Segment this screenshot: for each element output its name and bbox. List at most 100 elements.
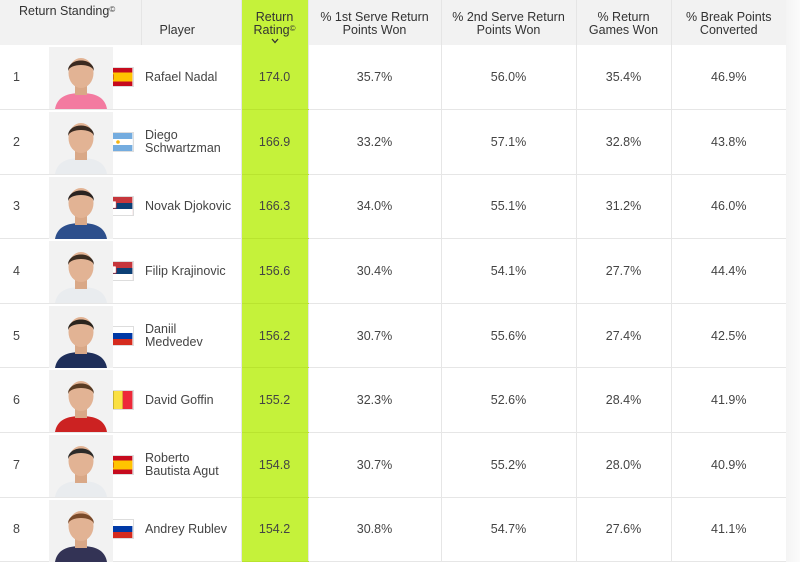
player-photo-cell[interactable]	[31, 432, 113, 498]
player-portrait-icon	[49, 241, 113, 304]
player-name-link[interactable]: Daniil Medvedev	[141, 303, 242, 369]
break-points-value: 41.9%	[711, 393, 747, 408]
player-portrait-icon	[49, 47, 113, 109]
player-photo-cell[interactable]	[31, 174, 113, 240]
games-won-value: 27.7%	[605, 264, 642, 279]
player-name-link[interactable]: Filip Krajinovic	[141, 238, 242, 304]
player-name-line2: Schwartzman	[145, 140, 221, 155]
return-rating-value: 155.2	[258, 393, 291, 408]
player-photo-cell[interactable]	[31, 45, 113, 111]
col-header-return-rating[interactable]: Return Rating©	[241, 0, 309, 45]
player-photo-cell[interactable]	[31, 497, 113, 562]
player-name-link[interactable]: Rafael Nadal	[141, 45, 242, 111]
first-serve-value: 32.3%	[356, 393, 393, 408]
break-points-cell: 46.9%	[671, 45, 786, 111]
second-serve-value: 56.0%	[490, 70, 527, 85]
player-name-link[interactable]: David Goffin	[141, 367, 242, 434]
second-serve-cell: 55.2%	[441, 432, 577, 498]
rank-cell: 2	[0, 109, 31, 175]
rank-value: 3	[13, 199, 20, 214]
second-serve-cell: 57.1%	[441, 109, 577, 175]
rank-cell: 6	[0, 367, 31, 434]
player-portrait-icon	[49, 176, 113, 239]
player-photo-avatar[interactable]	[49, 241, 113, 304]
player-photo-cell[interactable]	[31, 367, 113, 434]
player-photo-avatar[interactable]	[49, 499, 113, 562]
games-won-cell: 27.4%	[576, 303, 672, 369]
rank-value: 7	[13, 457, 20, 472]
rank-value: 8	[13, 522, 20, 537]
player-photo-avatar[interactable]	[49, 370, 113, 433]
player-name-link[interactable]: Andrey Rublev	[141, 497, 242, 562]
table-row[interactable]: 7 Roberto Bautista Agut 154.8 30.7% 55.2…	[0, 432, 786, 498]
table-row[interactable]: 3 Novak Djokovic 166.3 34.0% 55.1% 31.2%…	[0, 174, 786, 240]
games-won-value: 35.4%	[605, 70, 642, 85]
rating-header-line2: Rating	[253, 23, 290, 37]
player-name-link[interactable]: Novak Djokovic	[141, 174, 242, 240]
player-photo-avatar[interactable]	[49, 305, 113, 368]
table-row[interactable]: 6 David Goffin 155.2 32.3% 52.6% 28.4% 4…	[0, 367, 786, 434]
table-row[interactable]: 5 Daniil Medvedev 156.2 30.7% 55.6% 27.4…	[0, 303, 786, 369]
player-photo-avatar[interactable]	[49, 435, 113, 498]
return-rating-cell: 166.3	[241, 174, 309, 240]
second-serve-cell: 55.6%	[441, 303, 577, 369]
second-serve-cell: 52.6%	[441, 367, 577, 434]
first-serve-cell: 30.8%	[308, 497, 442, 562]
games-won-cell: 32.8%	[576, 109, 672, 175]
player-photo-avatar[interactable]	[49, 112, 113, 175]
games-won-value: 32.8%	[605, 134, 642, 149]
games-won-value: 27.4%	[605, 328, 642, 343]
player-photo-avatar[interactable]	[49, 47, 113, 109]
player-photo-cell[interactable]	[31, 303, 113, 369]
break-points-value: 46.9%	[711, 70, 747, 85]
games-won-cell: 27.7%	[576, 238, 672, 304]
col-header-player[interactable]: Player	[141, 0, 242, 45]
first-serve-cell: 35.7%	[308, 45, 442, 111]
player-name-line1: Andrey Rublev	[145, 521, 228, 536]
first-serve-cell: 32.3%	[308, 367, 442, 434]
games-header-line1: % Return	[597, 10, 650, 24]
player-name-link[interactable]: Diego Schwartzman	[141, 109, 242, 175]
player-portrait-icon	[49, 435, 113, 498]
rank-value: 1	[13, 70, 20, 85]
return-rating-value: 166.3	[258, 199, 291, 214]
player-name-line2: Medvedev	[145, 334, 203, 349]
player-name-link[interactable]: Roberto Bautista Agut	[141, 432, 242, 498]
break-points-value: 41.1%	[711, 522, 747, 537]
games-won-cell: 28.4%	[576, 367, 672, 434]
games-won-cell: 28.0%	[576, 432, 672, 498]
return-rating-cell: 166.9	[241, 109, 309, 175]
sort-chevron-down-icon[interactable]	[271, 38, 279, 44]
col-header-break-points[interactable]: % Break Points Converted	[671, 0, 786, 45]
break-points-value: 42.5%	[711, 328, 747, 343]
first-serve-value: 30.4%	[356, 264, 393, 279]
col-header-second-serve[interactable]: % 2nd Serve Return Points Won	[441, 0, 577, 45]
first-serve-cell: 30.7%	[308, 303, 442, 369]
first-serve-cell: 30.7%	[308, 432, 442, 498]
first-serve-cell: 30.4%	[308, 238, 442, 304]
player-portrait-icon	[49, 305, 113, 368]
second-serve-cell: 55.1%	[441, 174, 577, 240]
second-serve-cell: 56.0%	[441, 45, 577, 111]
table-row[interactable]: 8 Andrey Rublev 154.2 30.8% 54.7% 27.6% …	[0, 497, 786, 562]
table-body: 1 Rafael Nadal 174.0 35.7% 56.0% 35.4% 4…	[0, 45, 786, 562]
table-row[interactable]: 4 Filip Krajinovic 156.6 30.4% 54.1% 27.…	[0, 238, 786, 304]
games-won-value: 28.4%	[605, 393, 642, 408]
return-rating-value: 174.0	[258, 70, 291, 85]
player-portrait-icon	[49, 499, 113, 562]
col-header-rank[interactable]: Return Standing©	[0, 0, 142, 45]
player-name-line1: Roberto	[145, 450, 190, 465]
rating-header-line1: Return	[255, 10, 294, 24]
first-serve-cell: 34.0%	[308, 174, 442, 240]
table-row[interactable]: 2 Diego Schwartzman 166.9 33.2% 57.1% 32…	[0, 109, 786, 175]
rank-cell: 8	[0, 497, 31, 562]
player-photo-cell[interactable]	[31, 109, 113, 175]
col-header-games-won[interactable]: % Return Games Won	[576, 0, 672, 45]
player-photo-avatar[interactable]	[49, 176, 113, 239]
break-points-cell: 43.8%	[671, 109, 786, 175]
second-serve-header-line1: % 2nd Serve Return	[452, 10, 565, 24]
col-header-first-serve[interactable]: % 1st Serve Return Points Won	[308, 0, 442, 45]
table-row[interactable]: 1 Rafael Nadal 174.0 35.7% 56.0% 35.4% 4…	[0, 45, 786, 111]
player-photo-cell[interactable]	[31, 238, 113, 304]
